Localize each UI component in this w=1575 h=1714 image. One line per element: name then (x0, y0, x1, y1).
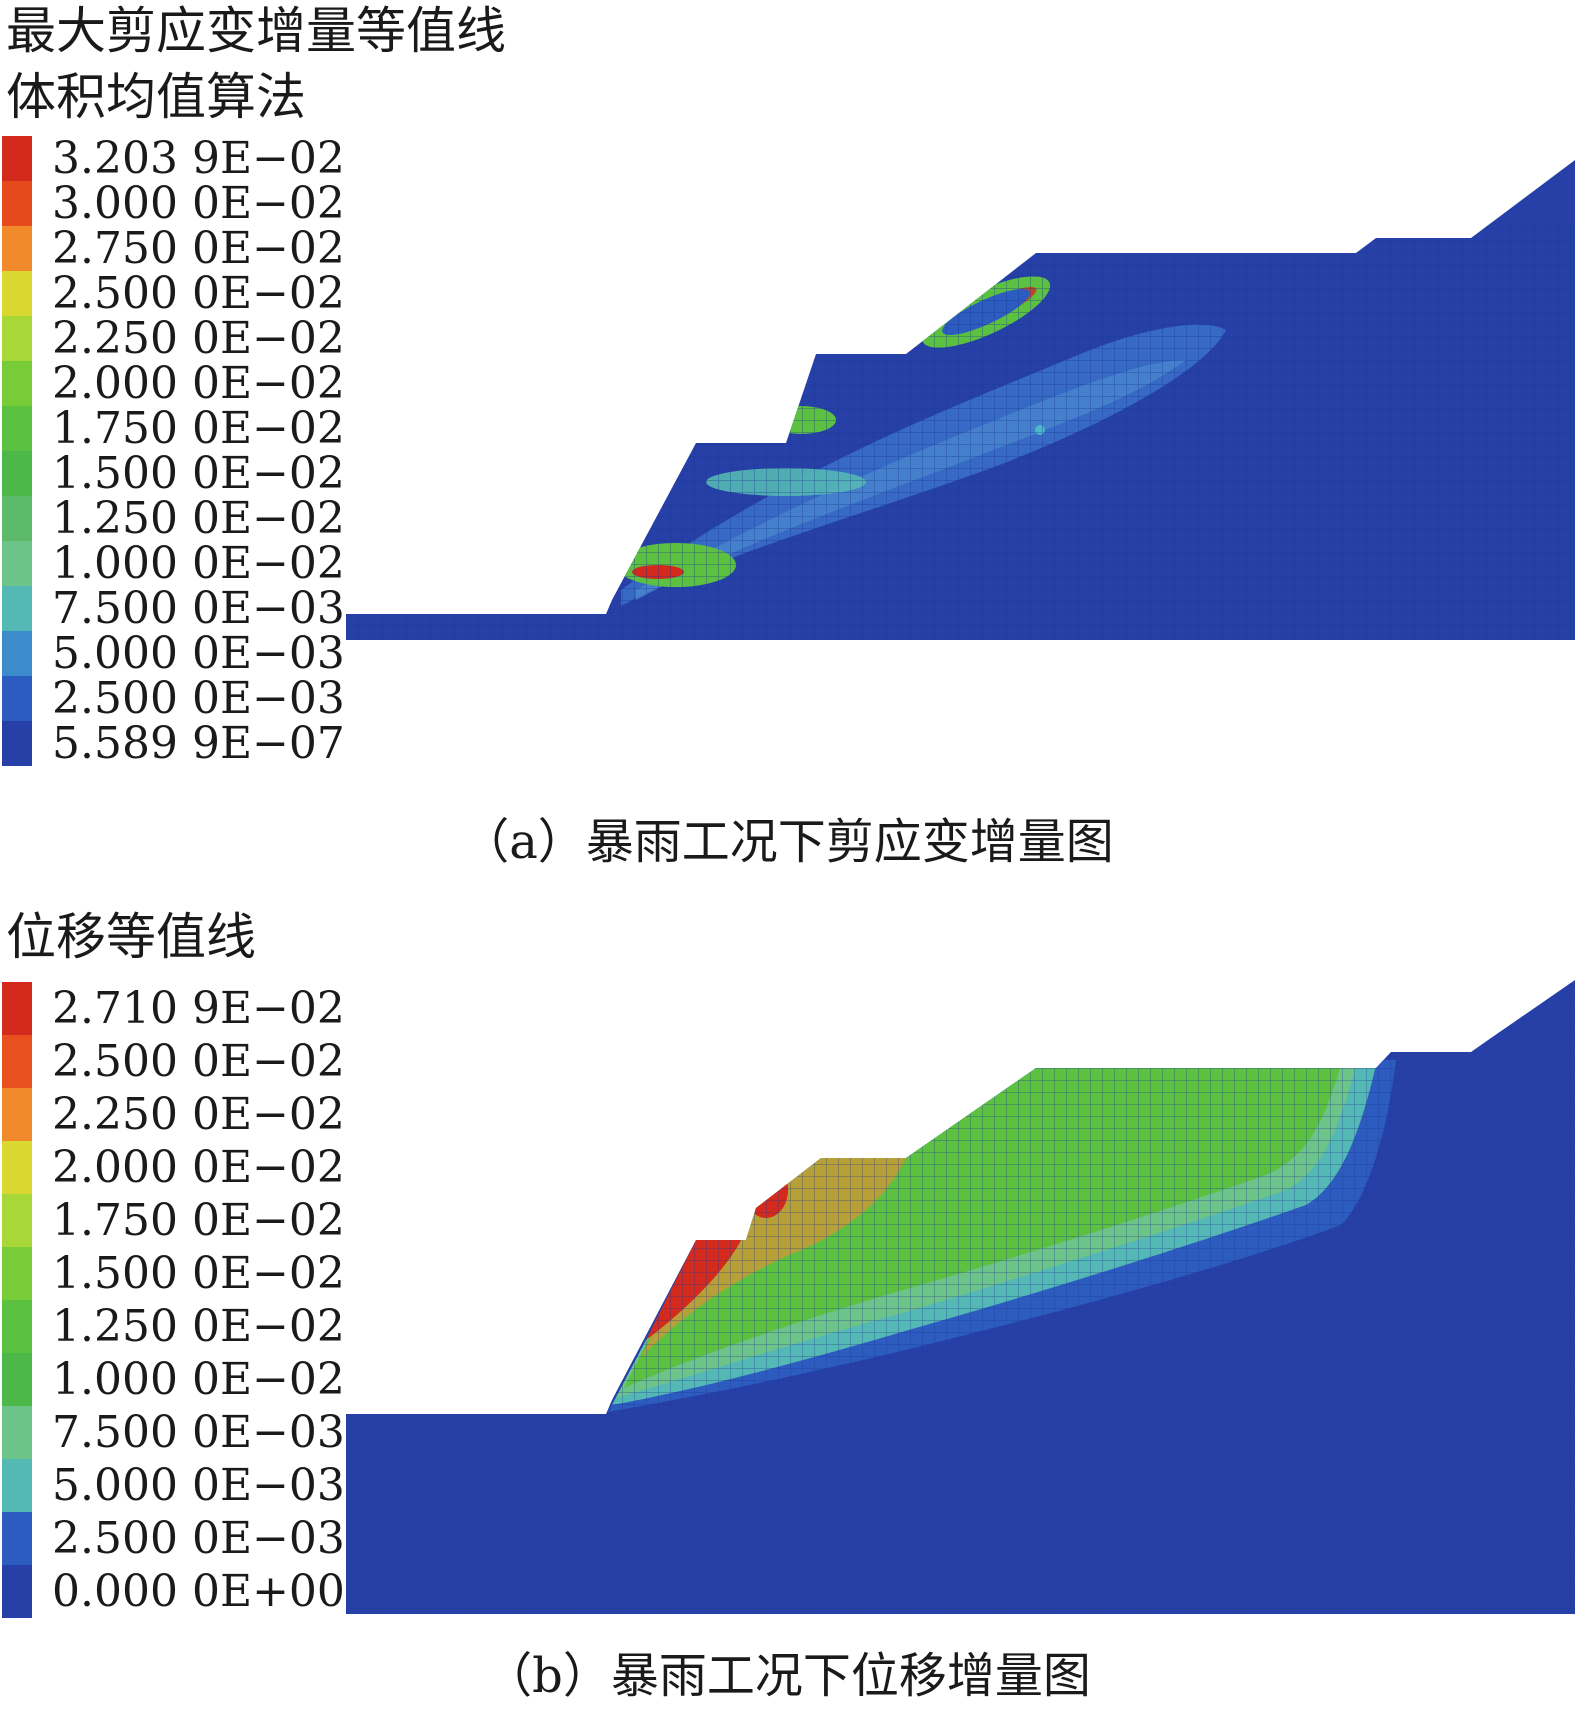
panel-a-title: 最大剪应变增量等值线 (6, 2, 506, 60)
panel-a-legend-label: 1.250 0E−02 (52, 492, 345, 544)
panel-b-caption: （b）暴雨工况下位移增量图 (484, 1648, 1091, 1704)
panel-b-legend-label: 2.500 0E−03 (52, 1512, 345, 1564)
panel-b-legend-label: 1.500 0E−02 (52, 1247, 345, 1299)
panel-a-legend-label: 5.000 0E−03 (52, 627, 345, 679)
panel-b-legend-swatch (2, 1406, 32, 1459)
panel-b-legend-swatch (2, 1194, 32, 1247)
panel-b-legend-swatch (2, 1512, 32, 1565)
panel-b-legend-label: 1.250 0E−02 (52, 1300, 345, 1352)
panel-b-legend-label: 7.500 0E−03 (52, 1406, 345, 1458)
panel-b-title: 位移等值线 (6, 908, 256, 966)
panel-a-legend-swatch (2, 271, 32, 316)
panel-a-legend-label: 2.500 0E−02 (52, 267, 345, 319)
panel-a-legend-label: 7.500 0E−03 (52, 582, 345, 634)
panel-a-legend-swatch (2, 361, 32, 406)
panel-a-legend-label: 2.000 0E−02 (52, 357, 345, 409)
panel-a-legend-swatch (2, 316, 32, 361)
shear-strain-contour-plot (346, 160, 1575, 640)
panel-a-legend-swatch (2, 406, 32, 451)
panel-b-legend-swatch (2, 1353, 32, 1406)
panel-b-legend-swatch (2, 1247, 32, 1300)
panel-displacement: 位移等值线 2.710 9E−02 2.500 0E−02 2.250 0E−02 2… (0, 900, 1575, 1714)
panel-b-legend-label: 5.000 0E−03 (52, 1459, 345, 1511)
panel-a-legend-label: 1.750 0E−02 (52, 402, 345, 454)
panel-b-legend-label: 1.750 0E−02 (52, 1194, 345, 1246)
panel-b-legend-label: 2.500 0E−02 (52, 1035, 345, 1087)
panel-a-subtitle: 体积均值算法 (6, 68, 306, 126)
panel-b-legend-swatch (2, 1035, 32, 1088)
panel-b-legend-label: 2.250 0E−02 (52, 1088, 345, 1140)
panel-a-legend-swatch (2, 721, 32, 766)
panel-b-legend-swatch (2, 1565, 32, 1618)
panel-a-legend-label: 5.589 9E−07 (52, 717, 345, 769)
panel-b-legend-label: 1.000 0E−02 (52, 1353, 345, 1405)
panel-a-legend-label: 3.203 9E−02 (52, 132, 345, 184)
panel-b-legend-label: 2.710 9E−02 (52, 982, 345, 1034)
panel-a-legend-label: 3.000 0E−02 (52, 177, 345, 229)
panel-a-legend-swatch (2, 226, 32, 271)
zone-crest-b (834, 1068, 948, 1128)
panel-b-legend-swatch (2, 982, 32, 1035)
panel-a-legend-swatch (2, 451, 32, 496)
panel-b-legend-swatch (2, 1459, 32, 1512)
panel-a-legend-swatch (2, 136, 32, 181)
panel-b-legend-swatch (2, 1141, 32, 1194)
displacement-contour-plot (346, 980, 1575, 1614)
panel-a-legend-label: 2.250 0E−02 (52, 312, 345, 364)
panel-b-legend-label: 0.000 0E+00 (52, 1565, 345, 1617)
panel-a-legend-swatch (2, 586, 32, 631)
panel-a-legend-label: 2.500 0E−03 (52, 672, 345, 724)
panel-shear-strain: 最大剪应变增量等值线 体积均值算法 3.203 9E−02 3.000 0E−02… (2, 2, 1575, 870)
panel-a-legend-label: 1.500 0E−02 (52, 447, 345, 499)
panel-a-legend-swatch (2, 541, 32, 586)
panel-a-legend-swatch (2, 676, 32, 721)
panel-a-legend-swatch (2, 181, 32, 226)
panel-a-legend-label: 1.000 0E−02 (52, 537, 345, 589)
panel-b-legend-swatch (2, 1300, 32, 1353)
panel-a-legend-label: 2.750 0E−02 (52, 222, 345, 274)
panel-b-legend-swatch (2, 1088, 32, 1141)
panel-a-legend-swatch (2, 496, 32, 541)
panel-a-caption: （a）暴雨工况下剪应变增量图 (461, 814, 1114, 870)
panel-a-legend-swatch (2, 631, 32, 676)
panel-b-legend-label: 2.000 0E−02 (52, 1141, 345, 1193)
